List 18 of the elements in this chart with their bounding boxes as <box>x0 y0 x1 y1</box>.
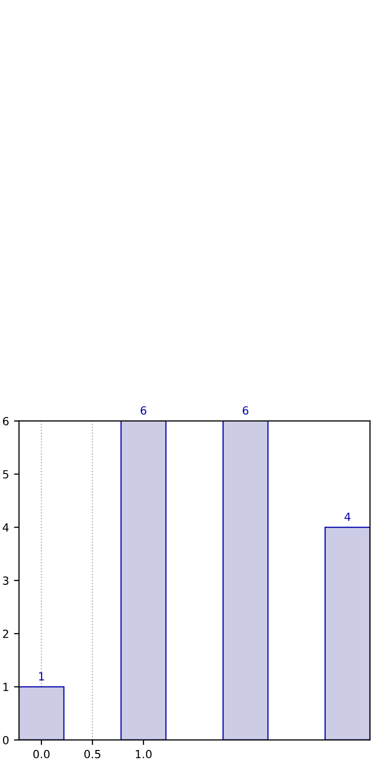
data-label: 1 <box>39 672 44 680</box>
y-tick-label: 2 <box>3 630 8 638</box>
x-tick-label: 0.0 <box>33 750 50 758</box>
y-tick-label: 1 <box>3 682 8 692</box>
y-tick-label: 5 <box>3 470 8 479</box>
y-tick-label: 0 <box>2 736 9 744</box>
bar <box>324 526 370 740</box>
data-label: 6 <box>140 406 146 415</box>
y-tick-label: 4 <box>2 523 9 532</box>
x-tick-label: 0.5 <box>84 750 100 758</box>
y-tick-label: 6 <box>2 416 9 426</box>
bar <box>120 420 166 740</box>
x-tick-label: 1.0 <box>136 750 152 758</box>
bar <box>222 420 269 740</box>
bar <box>18 686 64 740</box>
data-label: 4 <box>344 512 350 521</box>
data-label: 6 <box>242 406 248 415</box>
y-tick-label: 3 <box>3 576 8 585</box>
